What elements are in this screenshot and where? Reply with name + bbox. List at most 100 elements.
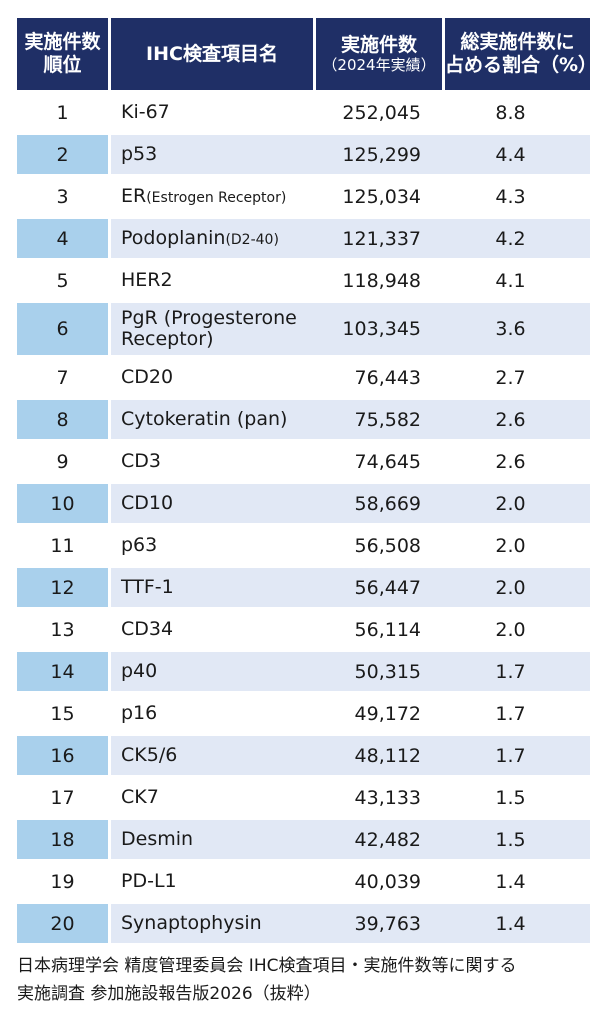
count-cell: 75,582	[316, 397, 445, 439]
share-percent-cell: 1.7	[445, 733, 590, 775]
item-name: CD3	[121, 450, 161, 473]
item-name-cell: Ki-67	[111, 90, 316, 132]
header-pct-line2: 占める割合（%）	[445, 54, 598, 76]
share-percent-cell: 2.6	[445, 397, 590, 439]
item-name-cell: HER2	[111, 258, 316, 300]
item-name-cell: TTF-1	[111, 565, 316, 607]
rank-cell: 17	[17, 775, 111, 817]
table-row: 3 ER(Estrogen Receptor) 125,034 4.3	[17, 174, 590, 216]
rank-cell: 14	[17, 649, 111, 691]
table-row: 7 CD20 76,443 2.7	[17, 355, 590, 397]
share-percent-cell: 4.2	[445, 216, 590, 258]
table-row: 18 Desmin 42,482 1.5	[17, 817, 590, 859]
rank-cell: 4	[17, 216, 111, 258]
item-name: TTF-1	[121, 576, 174, 599]
item-name: CD34	[121, 618, 174, 641]
rank-cell: 19	[17, 859, 111, 901]
count-cell: 43,133	[316, 775, 445, 817]
table-row: 13 CD34 56,114 2.0	[17, 607, 590, 649]
table-row: 5 HER2 118,948 4.1	[17, 258, 590, 300]
table-row: 19 PD-L1 40,039 1.4	[17, 859, 590, 901]
rank-cell: 16	[17, 733, 111, 775]
item-name-cell: Synaptophysin	[111, 901, 316, 943]
source-note: 日本病理学会 精度管理委員会 IHC検査項目・実施件数等に関する 実施調査 参加…	[17, 952, 602, 1008]
table-row: 11 p63 56,508 2.0	[17, 523, 590, 565]
item-name-cell: p53	[111, 132, 316, 174]
item-name-cell: p16	[111, 691, 316, 733]
header-pct: 総実施件数に 占める割合（%）	[445, 18, 598, 90]
item-name-cell: Podoplanin(D2-40)	[111, 216, 316, 258]
item-name: CK5/6	[121, 744, 178, 767]
share-percent-cell: 1.4	[445, 901, 590, 943]
count-cell: 125,299	[316, 132, 445, 174]
item-name: Desmin	[121, 828, 194, 851]
ihc-ranking-table: 実施件数 順位 IHC検査項目名 実施件数 （2024年実績） 総実施件数に 占…	[17, 18, 598, 943]
item-name: HER2	[121, 269, 173, 292]
item-name-cell: CK7	[111, 775, 316, 817]
item-name-cell: CD20	[111, 355, 316, 397]
count-cell: 56,114	[316, 607, 445, 649]
count-cell: 125,034	[316, 174, 445, 216]
share-percent-cell: 4.1	[445, 258, 590, 300]
item-name: p16	[121, 702, 158, 725]
rank-cell: 11	[17, 523, 111, 565]
rank-cell: 12	[17, 565, 111, 607]
share-percent-cell: 1.7	[445, 649, 590, 691]
count-cell: 103,345	[316, 300, 445, 355]
table-row: 9 CD3 74,645 2.6	[17, 439, 590, 481]
rank-cell: 13	[17, 607, 111, 649]
header-rank-line1: 実施件数	[24, 31, 101, 54]
rank-cell: 7	[17, 355, 111, 397]
item-name-cell: PgR (Progesterone Receptor)	[111, 300, 316, 355]
count-cell: 49,172	[316, 691, 445, 733]
count-cell: 42,482	[316, 817, 445, 859]
source-line-2: 実施調査 参加施設報告版2026（抜粋）	[17, 984, 321, 1004]
item-name: Cytokeratin (pan)	[121, 408, 288, 431]
rank-cell: 1	[17, 90, 111, 132]
rank-cell: 15	[17, 691, 111, 733]
share-percent-cell: 2.6	[445, 439, 590, 481]
table-row: 4 Podoplanin(D2-40) 121,337 4.2	[17, 216, 590, 258]
share-percent-cell: 1.7	[445, 691, 590, 733]
item-name-cell: CD3	[111, 439, 316, 481]
count-cell: 39,763	[316, 901, 445, 943]
rank-cell: 8	[17, 397, 111, 439]
header-count-line2: （2024年実績）	[322, 56, 436, 75]
table-row: 1 Ki-67 252,045 8.8	[17, 90, 590, 132]
rank-cell: 2	[17, 132, 111, 174]
table-row: 17 CK7 43,133 1.5	[17, 775, 590, 817]
share-percent-cell: 2.0	[445, 607, 590, 649]
count-cell: 56,447	[316, 565, 445, 607]
rank-cell: 6	[17, 300, 111, 355]
count-cell: 121,337	[316, 216, 445, 258]
count-cell: 40,039	[316, 859, 445, 901]
item-name: PgR (Progesterone Receptor)	[121, 307, 297, 350]
share-percent-cell: 2.0	[445, 481, 590, 523]
item-name-cell: p63	[111, 523, 316, 565]
count-cell: 118,948	[316, 258, 445, 300]
table-row: 20 Synaptophysin 39,763 1.4	[17, 901, 590, 943]
share-percent-cell: 4.4	[445, 132, 590, 174]
item-name: ER	[121, 185, 147, 208]
item-name: p40	[121, 660, 158, 683]
item-name: Podoplanin	[121, 227, 226, 250]
item-name: CD20	[121, 366, 174, 389]
count-cell: 50,315	[316, 649, 445, 691]
share-percent-cell: 1.4	[445, 859, 590, 901]
rank-cell: 5	[17, 258, 111, 300]
item-name: CK7	[121, 786, 159, 809]
rank-cell: 18	[17, 817, 111, 859]
table-row: 2 p53 125,299 4.4	[17, 132, 590, 174]
rank-cell: 10	[17, 481, 111, 523]
item-name-cell: PD-L1	[111, 859, 316, 901]
item-name: p53	[121, 143, 158, 166]
item-name-cell: p40	[111, 649, 316, 691]
count-cell: 56,508	[316, 523, 445, 565]
table-body: 1 Ki-67 252,045 8.8 2 p53 125,299 4.4 3 ER(Estrog…	[17, 90, 590, 943]
count-cell: 76,443	[316, 355, 445, 397]
header-pct-line1: 総実施件数に	[460, 31, 575, 54]
table-row: 15 p16 49,172 1.7	[17, 691, 590, 733]
source-line-1: 日本病理学会 精度管理委員会 IHC検査項目・実施件数等に関する	[17, 956, 517, 976]
table-row: 12 TTF-1 56,447 2.0	[17, 565, 590, 607]
